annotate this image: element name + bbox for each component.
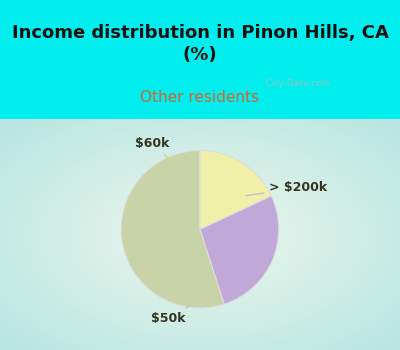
Text: > $200k: > $200k <box>246 181 328 196</box>
Text: City-Data.com: City-Data.com <box>260 79 330 88</box>
Wedge shape <box>200 150 271 229</box>
Text: $60k: $60k <box>136 136 173 163</box>
Text: $50k: $50k <box>151 306 190 325</box>
Text: Income distribution in Pinon Hills, CA
(%): Income distribution in Pinon Hills, CA (… <box>12 24 388 64</box>
Text: Other residents: Other residents <box>140 90 260 105</box>
Wedge shape <box>200 196 279 304</box>
Wedge shape <box>121 150 224 308</box>
